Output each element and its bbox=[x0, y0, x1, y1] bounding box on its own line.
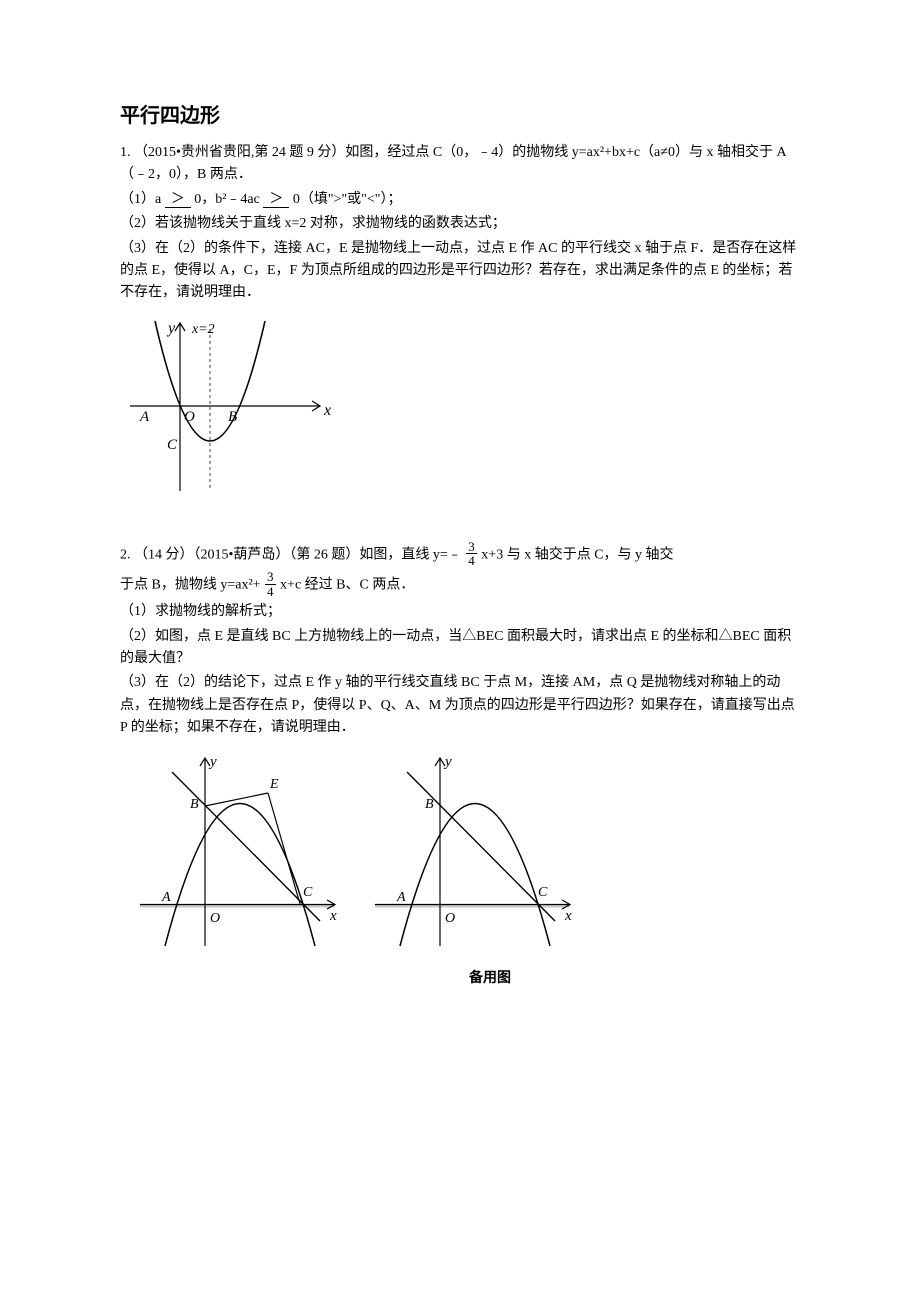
fraction-3-4-b: 3 4 bbox=[265, 570, 276, 598]
fig1-label-B: B bbox=[228, 409, 237, 425]
fig2a-label-E: E bbox=[269, 777, 279, 792]
q1-figure: y x A O B C x=2 bbox=[120, 311, 800, 501]
q1-part3: （3）在（2）的条件下，连接 AC，E 是抛物线上一动点，过点 E 作 AC 的… bbox=[120, 238, 800, 305]
fig2a-label-B: B bbox=[190, 797, 199, 812]
q1-part1: （1）a ＞ 0，b²﹣4ac ＞ 0（填">"或"<"）； bbox=[120, 189, 800, 211]
fraction-3-4-a: 3 4 bbox=[466, 540, 477, 568]
fig2a-label-C: C bbox=[303, 885, 313, 900]
q2-part2: （2）如图，点 E 是直线 BC 上方抛物线上的一动点，当△BEC 面积最大时，… bbox=[120, 626, 800, 671]
question-2: 2. （14 分）（2015•葫芦岛）（第 26 题）如图，直线 y=﹣ 3 4… bbox=[120, 541, 800, 990]
fig2a-label-A: A bbox=[161, 890, 171, 905]
q1-src: （2015•贵州省贵阳,第 24 题 9 分）如图，经过点 C（0，﹣4）的抛物… bbox=[120, 145, 787, 182]
q1-blank-1: ＞ bbox=[165, 193, 191, 208]
q1-num: 1. bbox=[120, 145, 131, 160]
q2-line2: 于点 B，抛物线 y=ax²+ 3 4 x+c 经过 B、C 两点． bbox=[120, 571, 800, 599]
q2-figures: y x A O B C E y x A O B bbox=[120, 746, 800, 990]
fig2-caption: 备用图 bbox=[390, 968, 590, 990]
fig2b-label-O: O bbox=[445, 911, 455, 926]
q2-part3: （3）在（2）的结论下，过点 E 作 y 轴的平行线交直线 BC 于点 M，连接… bbox=[120, 672, 800, 739]
fig1-label-A: A bbox=[139, 409, 150, 425]
q2-line1: 2. （14 分）（2015•葫芦岛）（第 26 题）如图，直线 y=﹣ 3 4… bbox=[120, 541, 800, 569]
fig1-label-O: O bbox=[184, 409, 195, 425]
question-1: 1. （2015•贵州省贵阳,第 24 题 9 分）如图，经过点 C（0，﹣4）… bbox=[120, 142, 800, 501]
fig2b-label-x: x bbox=[564, 908, 572, 924]
fig2a-label-y: y bbox=[208, 754, 217, 770]
fig1-label-C: C bbox=[167, 437, 178, 453]
q2-part1: （1）求抛物线的解析式； bbox=[120, 601, 800, 623]
q1-stem: 1. （2015•贵州省贵阳,第 24 题 9 分）如图，经过点 C（0，﹣4）… bbox=[120, 142, 800, 187]
fig1-label-y: y bbox=[166, 320, 176, 337]
fig1-label-x: x bbox=[323, 402, 331, 419]
fig1-label-line: x=2 bbox=[191, 322, 215, 337]
q1-blank-2: ＞ bbox=[263, 193, 289, 208]
fig2a-label-O: O bbox=[210, 911, 220, 926]
fig2a-label-x: x bbox=[329, 908, 337, 924]
q1-part2: （2）若该抛物线关于直线 x=2 对称，求抛物线的函数表达式； bbox=[120, 213, 800, 235]
page-title: 平行四边形 bbox=[120, 100, 800, 132]
fig2b-label-C: C bbox=[538, 885, 548, 900]
fig2b-label-B: B bbox=[425, 797, 434, 812]
fig2b-label-A: A bbox=[396, 890, 406, 905]
fig2b-label-y: y bbox=[443, 754, 452, 770]
q2-num: 2. bbox=[120, 547, 131, 562]
